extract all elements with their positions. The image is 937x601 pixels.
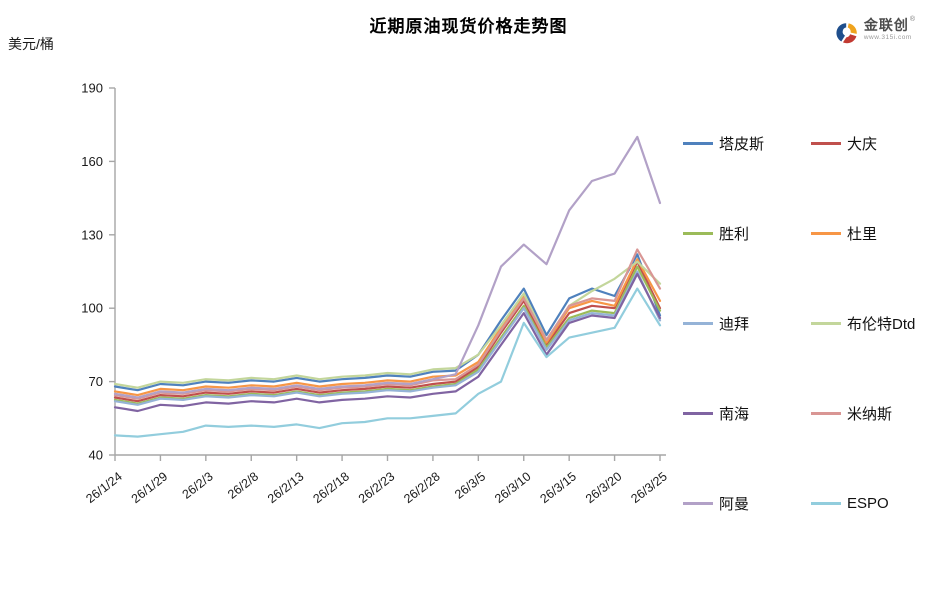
legend-label: 米纳斯 (847, 405, 893, 423)
legend-label: 胜利 (719, 225, 750, 243)
x-tick-label: 26/3/25 (628, 469, 670, 506)
legend-swatch (683, 411, 713, 415)
series-line-米纳斯 (113, 248, 662, 400)
chart-legend: 塔皮斯 大庆胜利 杜里迪拜 布伦特Dtd 南海 米纳斯阿曼 ESPO (683, 98, 935, 548)
series-line-ESPO (113, 287, 662, 438)
series-line-胜利 (113, 265, 662, 405)
legend-label: 迪拜 (719, 315, 750, 333)
registered-mark: ® (909, 16, 915, 23)
legend-item: 米纳斯 (811, 368, 935, 458)
chart-title: 近期原油现货价格走势图 (369, 17, 568, 36)
x-tick-label: 26/2/8 (225, 469, 261, 501)
legend-swatch (683, 321, 713, 325)
legend-swatch (683, 501, 713, 505)
y-tick-label: 40 (89, 448, 103, 463)
brand-url: www.315i.com (863, 34, 912, 41)
y-tick-label: 160 (81, 154, 103, 169)
legend-item: ESPO (811, 458, 935, 548)
legend-item: 大庆 (811, 98, 935, 188)
x-tick-label: 26/2/18 (310, 469, 352, 506)
legend-swatch (811, 411, 841, 415)
y-tick-label: 190 (81, 81, 103, 96)
series-line-南海 (113, 272, 662, 413)
series-line-迪拜 (113, 270, 662, 406)
legend-swatch (683, 231, 713, 235)
x-tick-label: 26/3/5 (452, 469, 488, 501)
x-tick-label: 26/3/15 (538, 469, 580, 506)
series-line-杜里 (113, 258, 662, 397)
x-tick-label: 26/3/20 (583, 469, 625, 506)
legend-swatch (683, 141, 713, 145)
x-tick-label: 26/2/28 (401, 469, 443, 506)
legend-item: 布伦特Dtd (811, 278, 935, 368)
x-tick-label: 26/3/10 (492, 469, 534, 506)
legend-swatch (811, 231, 841, 235)
brand-logo: 金联创 ® www.315i.com (834, 16, 915, 46)
legend-label: 南海 (719, 405, 750, 423)
brand-name: 金联创 (863, 17, 909, 33)
legend-item: 迪拜 (683, 278, 811, 368)
series-line-布伦特Dtd (113, 260, 662, 389)
y-tick-label: 130 (81, 227, 103, 242)
legend-item: 胜利 (683, 188, 811, 278)
y-tick-label: 70 (89, 374, 103, 389)
series-line-阿曼 (113, 135, 662, 399)
series-line-塔皮斯 (113, 253, 662, 392)
x-tick-label: 26/2/13 (265, 469, 307, 506)
y-axis-unit-label: 美元/桶 (8, 36, 54, 52)
legend-item: 阿曼 (683, 458, 811, 548)
brand-logo-icon (836, 23, 857, 44)
x-tick-label: 26/2/3 (180, 469, 216, 501)
legend-label: 塔皮斯 (719, 135, 765, 153)
legend-swatch (811, 501, 841, 505)
legend-item: 塔皮斯 (683, 98, 811, 188)
legend-swatch (811, 141, 841, 145)
legend-label: 杜里 (847, 225, 878, 243)
y-tick-label: 100 (81, 301, 103, 316)
legend-item: 南海 (683, 368, 811, 458)
x-tick-label: 26/2/23 (356, 469, 398, 506)
legend-label: ESPO (847, 494, 889, 512)
series-line-大庆 (113, 260, 662, 403)
legend-label: 大庆 (847, 135, 878, 153)
x-tick-label: 26/1/29 (129, 469, 171, 506)
x-tick-label: 26/1/24 (83, 469, 125, 506)
legend-item: 杜里 (811, 188, 935, 278)
legend-label: 阿曼 (719, 495, 750, 513)
legend-swatch (811, 321, 841, 325)
legend-label: 布伦特Dtd (847, 315, 916, 333)
